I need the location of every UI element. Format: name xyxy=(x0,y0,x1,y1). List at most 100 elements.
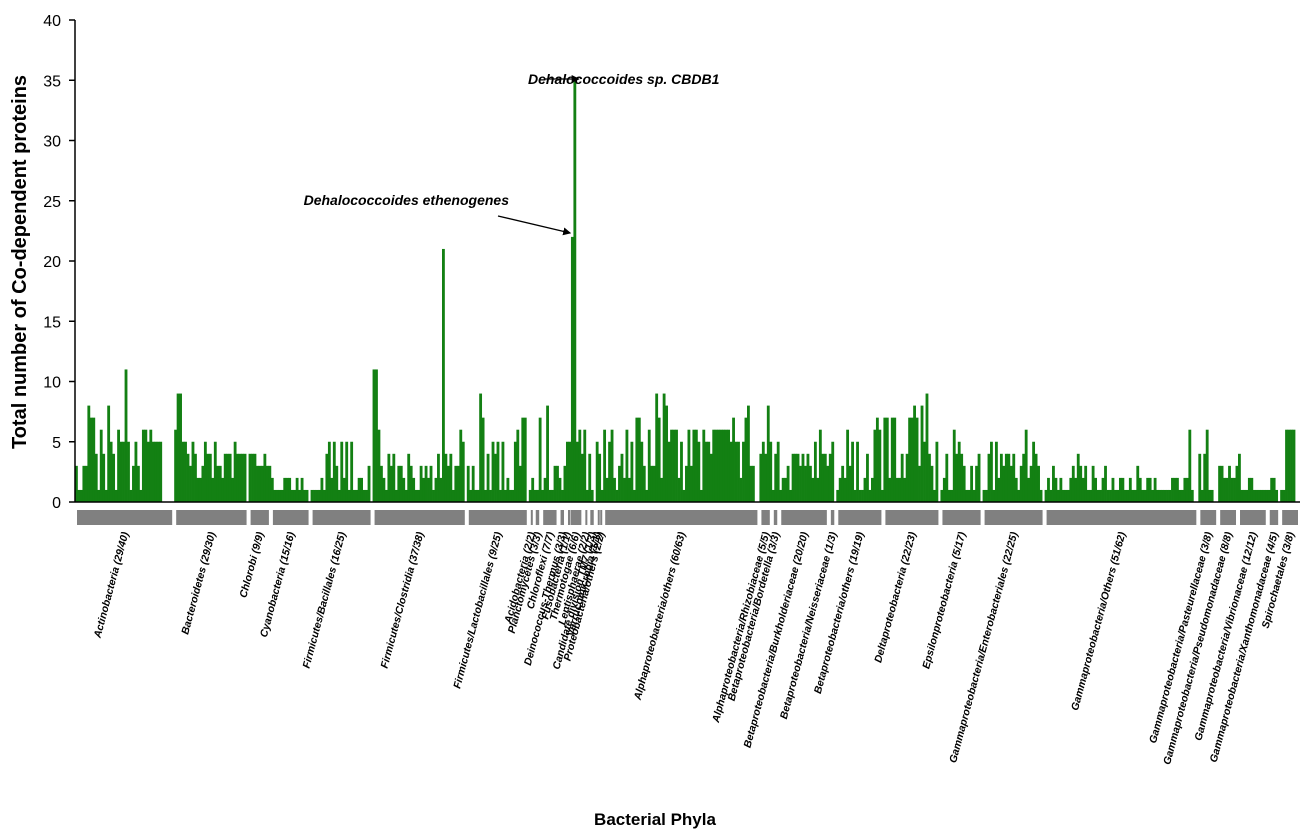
bar xyxy=(811,477,815,502)
bar xyxy=(903,477,907,502)
bar xyxy=(605,477,609,502)
bar xyxy=(1054,477,1058,502)
bar xyxy=(372,369,376,502)
bar xyxy=(1225,477,1229,502)
bar xyxy=(112,453,116,502)
bar xyxy=(300,477,304,502)
bar xyxy=(77,489,81,502)
bar xyxy=(759,453,763,502)
bar xyxy=(1230,477,1234,502)
bar xyxy=(1128,477,1132,502)
bar xyxy=(528,489,532,502)
bar xyxy=(1084,465,1088,502)
bar xyxy=(692,429,696,502)
y-tick-label: 5 xyxy=(52,435,61,452)
bar xyxy=(1138,477,1142,502)
bar xyxy=(704,441,708,502)
bar xyxy=(260,465,264,502)
bar xyxy=(327,441,331,502)
bar xyxy=(442,248,445,502)
bar xyxy=(97,489,101,502)
group-label: Actinobacteria (29/40) xyxy=(91,530,131,640)
bar xyxy=(935,441,939,502)
bar xyxy=(1272,477,1276,502)
bar xyxy=(776,441,780,502)
bar xyxy=(127,441,130,502)
y-tick-label: 10 xyxy=(43,375,61,392)
bar xyxy=(424,465,428,502)
bar xyxy=(303,489,306,502)
bar xyxy=(613,477,616,502)
bar xyxy=(340,441,344,502)
bar xyxy=(310,489,314,502)
bar xyxy=(347,489,351,502)
bar xyxy=(459,429,463,502)
bar xyxy=(910,417,914,502)
group-bar xyxy=(600,510,603,525)
bar xyxy=(578,429,582,502)
bar xyxy=(1002,465,1006,502)
bar xyxy=(585,489,589,502)
group-bar xyxy=(605,510,758,525)
bar xyxy=(1027,477,1031,502)
group-bar xyxy=(1269,510,1279,525)
bar xyxy=(573,80,577,502)
bar xyxy=(816,477,820,502)
bar xyxy=(766,405,770,502)
bar xyxy=(642,465,646,502)
bar xyxy=(191,441,195,502)
bar xyxy=(278,489,282,502)
bar xyxy=(174,429,178,502)
bar xyxy=(523,417,527,502)
bar xyxy=(885,417,889,502)
bar xyxy=(769,441,773,502)
y-axis-title: Total number of Co-dependent proteins xyxy=(9,75,31,449)
group-bar xyxy=(272,510,309,525)
bar xyxy=(724,429,728,502)
bar xyxy=(1049,489,1053,502)
bar xyxy=(603,429,607,502)
bar xyxy=(615,489,619,502)
bar xyxy=(275,489,279,502)
bar xyxy=(799,465,802,502)
bar xyxy=(918,465,921,502)
group-label: Firmicutes/Bacillales (16/25) xyxy=(301,530,349,669)
group-label: Firmicutes/Lactobacillales (9/25) xyxy=(451,530,505,690)
bar xyxy=(144,429,148,502)
bar xyxy=(1136,465,1140,502)
bar xyxy=(1210,489,1214,502)
bar xyxy=(154,441,158,502)
bar xyxy=(1034,453,1038,502)
bar xyxy=(895,477,899,502)
bar xyxy=(181,441,185,502)
bar xyxy=(499,489,502,502)
bar xyxy=(1014,477,1018,502)
bar xyxy=(965,489,969,502)
bar xyxy=(102,453,106,502)
bar xyxy=(1270,477,1274,502)
bar xyxy=(548,489,552,502)
bar xyxy=(806,453,810,502)
bar xyxy=(283,477,287,502)
bar xyxy=(856,441,859,502)
bar xyxy=(335,465,339,502)
bar xyxy=(107,405,111,502)
bar xyxy=(905,453,909,502)
bar xyxy=(1114,489,1117,502)
bar xyxy=(789,489,792,502)
group-label: Alphaproteobacteria/others (60/63) xyxy=(631,530,688,702)
bar xyxy=(508,489,512,502)
bar xyxy=(675,429,678,502)
bar xyxy=(265,465,269,502)
bar xyxy=(117,429,120,502)
bar xyxy=(461,441,465,502)
group-bar xyxy=(597,510,600,525)
bar xyxy=(337,489,341,502)
bar xyxy=(848,465,852,502)
bar xyxy=(399,465,403,502)
bar xyxy=(558,477,562,502)
bar xyxy=(256,465,259,502)
bar xyxy=(1044,489,1048,502)
group-bar xyxy=(1220,510,1237,525)
bar xyxy=(538,417,542,502)
